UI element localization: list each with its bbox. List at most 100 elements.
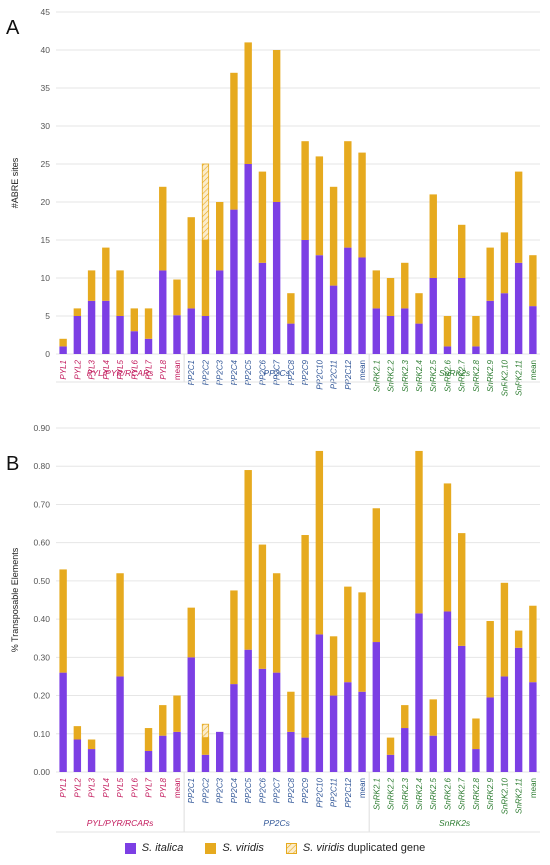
bar-italica [344, 682, 352, 772]
bar-viridis [230, 590, 238, 685]
x-tick-label: PYL1 [59, 778, 68, 798]
bar-italica [472, 749, 480, 772]
x-tick-label: PP2C7 [273, 359, 282, 385]
x-tick-label: SnRK2.8 [472, 359, 481, 392]
x-tick-label: SnRK2.3 [401, 777, 410, 810]
x-tick-label: mean [529, 360, 538, 380]
bar-italica [358, 257, 366, 354]
legend-item-viridis: S. viridis [205, 842, 264, 854]
x-tick-label: PP2C3 [216, 777, 225, 803]
y-tick-label: 35 [41, 83, 51, 93]
bar-italica [429, 278, 437, 354]
x-tick-label: PP2C4 [230, 777, 239, 803]
x-tick-label: PP2C8 [287, 777, 296, 803]
x-tick-label: PP2C11 [330, 778, 339, 807]
bar-viridis [386, 278, 395, 316]
x-tick-label: PYL6 [130, 359, 139, 379]
x-tick-label: PP2C12 [344, 777, 353, 807]
x-tick-label: PYL4 [102, 359, 111, 379]
bar-viridis [443, 316, 452, 347]
bar-italica [73, 316, 82, 354]
bar-italica [201, 754, 210, 772]
bar-italica [301, 240, 309, 354]
x-tick-label: PP2C5 [244, 777, 253, 803]
bar-italica [230, 209, 238, 354]
x-tick-label: PP2C6 [258, 359, 267, 385]
bar-viridis [372, 270, 380, 309]
y-tick-label: 0.10 [33, 729, 50, 739]
bar-viridis [230, 72, 238, 210]
bar-viridis [344, 586, 352, 683]
x-tick-label: PYL5 [116, 359, 125, 379]
bar-viridis [144, 728, 153, 751]
x-tick-label: PYL8 [159, 777, 168, 797]
x-tick-label: PP2C9 [301, 359, 310, 385]
x-tick-label: PP2C1 [187, 360, 196, 385]
bar-italica [59, 346, 67, 354]
y-tick-label: 10 [41, 273, 51, 283]
legend-label-viridis: S. viridis [222, 842, 264, 854]
x-tick-label: PYL7 [145, 777, 154, 797]
bar-viridis [514, 630, 523, 648]
bar-italica [287, 731, 295, 772]
x-tick-label: PYL3 [88, 359, 97, 379]
y-tick-label: 0.60 [33, 538, 50, 548]
x-tick-label: SnRK2.6 [443, 777, 452, 810]
x-tick-label: PP2C2 [201, 777, 210, 803]
bar-viridis [529, 255, 537, 307]
bar-viridis [401, 262, 409, 309]
bar-italica [173, 315, 181, 354]
bar-italica [329, 695, 338, 772]
bar-italica [301, 737, 309, 772]
bar-italica [344, 247, 352, 354]
bar-italica [472, 346, 480, 354]
bar-viridis [458, 533, 466, 646]
bar-viridis [315, 450, 324, 635]
bar-italica [73, 739, 82, 772]
bar-viridis [443, 483, 452, 612]
y-tick-label: 0.20 [33, 691, 50, 701]
bar-italica [458, 645, 466, 772]
bar-italica [216, 270, 224, 354]
bar-viridis [130, 308, 138, 332]
x-tick-label: SnRK2.4 [415, 777, 424, 810]
x-tick-label: SnRK2.10 [500, 777, 509, 814]
y-axis-label: #ABRE sites [10, 157, 20, 208]
x-tick-label: SnRK2.6 [443, 359, 452, 392]
bar-italica [486, 300, 494, 354]
bar-viridis [216, 202, 224, 271]
x-tick-label: PP2C8 [287, 359, 296, 385]
bar-viridis [301, 535, 309, 738]
x-tick-label: PP2C11 [330, 360, 339, 389]
x-tick-label: PYL3 [88, 777, 97, 797]
bar-viridis [514, 171, 523, 263]
bar-italica [159, 270, 167, 354]
bar-viridis [372, 508, 380, 643]
y-tick-label: 0.00 [33, 767, 50, 777]
x-tick-label: SnRK2.11 [515, 778, 524, 814]
panel-letter: B [6, 453, 19, 475]
bar-viridis [486, 621, 494, 698]
x-tick-label: SnRK2.9 [486, 359, 495, 392]
x-tick-label: SnRK2.4 [415, 359, 424, 392]
y-tick-label: 0.90 [33, 423, 50, 433]
x-tick-label: SnRK2.2 [387, 777, 396, 810]
group-label: PYL/PYR/RCARs [87, 818, 154, 828]
bar-italica [500, 293, 509, 354]
x-tick-label: PP2C1 [187, 778, 196, 803]
bar-viridis [358, 152, 366, 258]
bar-viridis [329, 636, 338, 696]
x-tick-label: SnRK2.9 [486, 777, 495, 810]
bar-italica [443, 611, 452, 772]
bar-viridis [59, 338, 67, 347]
legend-label-italica: S. italica [141, 842, 184, 854]
x-tick-label: PYL2 [73, 359, 82, 379]
bar-italica [415, 323, 423, 354]
bar-viridis [87, 270, 96, 301]
bar-viridis-duplicated [201, 723, 210, 739]
bar-italica [87, 749, 96, 772]
y-tick-label: 0.70 [33, 499, 50, 509]
y-tick-label: 0.30 [33, 652, 50, 662]
group-label: PYL/PYR/RCARs [87, 368, 154, 378]
x-tick-label: PP2C9 [301, 777, 310, 803]
